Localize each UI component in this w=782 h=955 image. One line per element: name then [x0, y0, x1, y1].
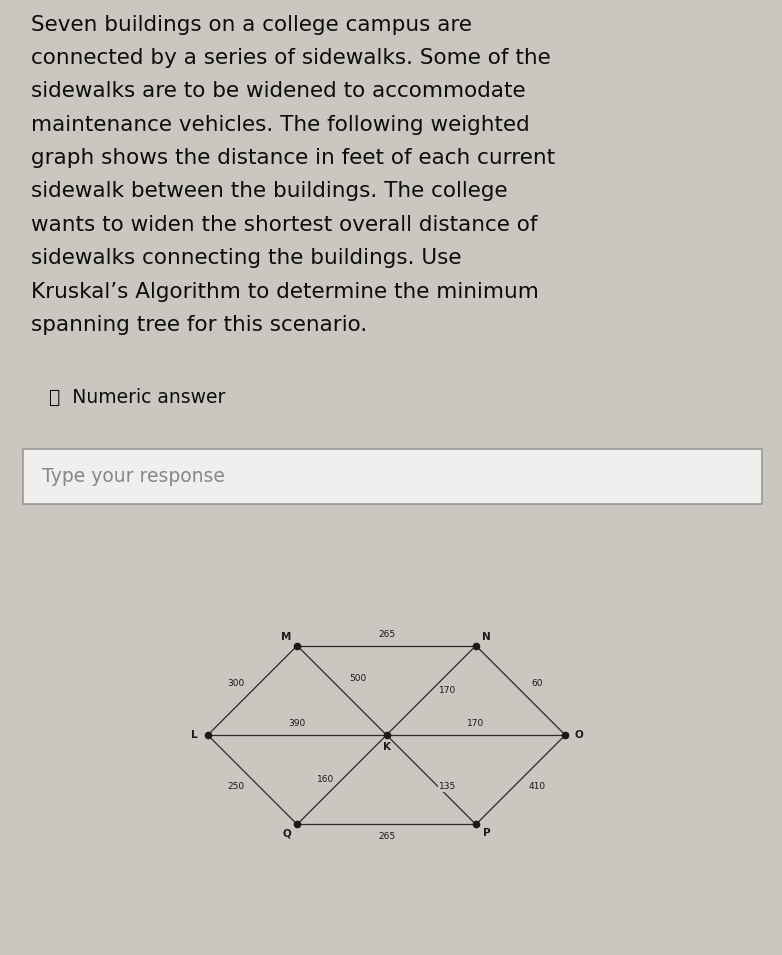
Text: wants to widen the shortest overall distance of: wants to widen the shortest overall dist…	[31, 215, 538, 235]
Text: 160: 160	[317, 775, 335, 784]
Text: sidewalk between the buildings. The college: sidewalk between the buildings. The coll…	[31, 181, 508, 202]
Text: P: P	[482, 828, 490, 838]
Text: Kruskal’s Algorithm to determine the minimum: Kruskal’s Algorithm to determine the min…	[31, 282, 539, 302]
Text: 170: 170	[439, 686, 456, 695]
Text: Type your response: Type your response	[42, 467, 224, 486]
Text: spanning tree for this scenario.: spanning tree for this scenario.	[31, 315, 368, 335]
Text: Seven buildings on a college campus are: Seven buildings on a college campus are	[31, 14, 472, 34]
Text: maintenance vehicles. The following weighted: maintenance vehicles. The following weig…	[31, 115, 530, 135]
Text: Q: Q	[282, 828, 291, 838]
Text: sidewalks connecting the buildings. Use: sidewalks connecting the buildings. Use	[31, 248, 462, 268]
Text: M: M	[282, 632, 292, 642]
Text: ⓘ  Numeric answer: ⓘ Numeric answer	[49, 388, 226, 407]
Text: 265: 265	[378, 629, 395, 639]
Text: 500: 500	[350, 674, 367, 683]
FancyBboxPatch shape	[23, 449, 762, 504]
Text: connected by a series of sidewalks. Some of the: connected by a series of sidewalks. Some…	[31, 48, 551, 68]
Text: 250: 250	[228, 782, 245, 792]
Text: 300: 300	[228, 679, 245, 688]
Text: 60: 60	[531, 679, 543, 688]
Text: 390: 390	[289, 719, 306, 728]
Text: 135: 135	[439, 782, 456, 792]
Text: graph shows the distance in feet of each current: graph shows the distance in feet of each…	[31, 148, 555, 168]
Text: 265: 265	[378, 832, 395, 840]
Text: 410: 410	[528, 782, 545, 792]
Text: sidewalks are to be widened to accommodate: sidewalks are to be widened to accommoda…	[31, 81, 526, 101]
Text: 170: 170	[468, 719, 485, 728]
Text: K: K	[382, 742, 390, 752]
Text: O: O	[574, 730, 583, 740]
Text: L: L	[191, 730, 198, 740]
Text: N: N	[482, 632, 491, 642]
